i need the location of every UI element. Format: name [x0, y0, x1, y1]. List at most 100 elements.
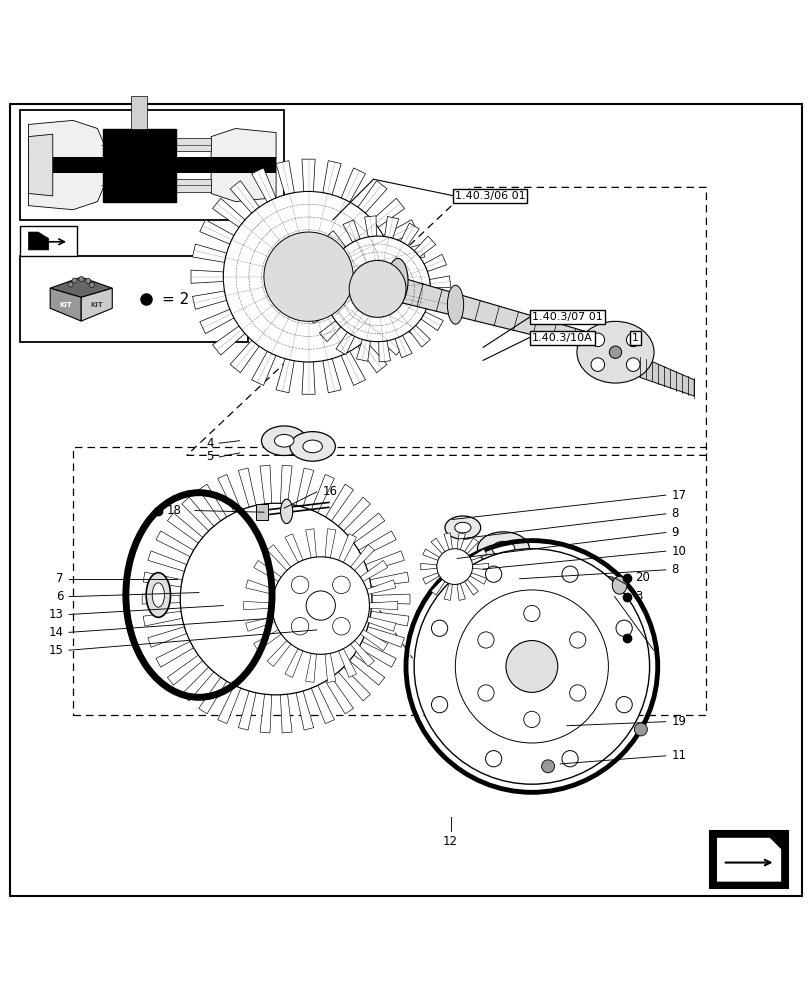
Circle shape	[272, 557, 369, 654]
Polygon shape	[267, 545, 290, 571]
Ellipse shape	[576, 321, 653, 383]
Polygon shape	[370, 611, 409, 626]
Text: 9: 9	[671, 526, 678, 539]
Polygon shape	[356, 339, 370, 361]
Ellipse shape	[274, 434, 294, 447]
Polygon shape	[323, 161, 341, 195]
Polygon shape	[143, 611, 182, 626]
Circle shape	[477, 685, 493, 701]
Polygon shape	[472, 563, 488, 570]
Polygon shape	[174, 179, 211, 192]
Text: 18: 18	[166, 504, 181, 517]
Text: 7: 7	[56, 572, 63, 585]
Polygon shape	[260, 694, 272, 733]
Circle shape	[590, 358, 604, 371]
Polygon shape	[423, 254, 446, 271]
Text: 1.40.3/10A: 1.40.3/10A	[531, 333, 592, 343]
Polygon shape	[174, 138, 211, 151]
Polygon shape	[217, 474, 241, 513]
Circle shape	[625, 358, 639, 371]
Text: KIT: KIT	[59, 302, 72, 308]
Polygon shape	[400, 223, 418, 246]
Circle shape	[569, 685, 586, 701]
Circle shape	[68, 282, 73, 287]
Polygon shape	[342, 220, 360, 242]
Polygon shape	[360, 560, 388, 581]
Ellipse shape	[477, 532, 529, 566]
Text: KIT: KIT	[90, 302, 103, 308]
Polygon shape	[365, 627, 404, 647]
Bar	[710, 831, 787, 888]
Polygon shape	[199, 484, 226, 521]
Bar	[102, 129, 175, 202]
Polygon shape	[371, 594, 410, 604]
Text: 10: 10	[671, 545, 685, 558]
Polygon shape	[358, 181, 387, 213]
Circle shape	[541, 760, 554, 773]
Polygon shape	[423, 573, 439, 584]
Polygon shape	[338, 497, 370, 531]
Circle shape	[291, 576, 308, 594]
Polygon shape	[383, 220, 417, 244]
Polygon shape	[255, 504, 268, 520]
Circle shape	[625, 333, 639, 347]
Polygon shape	[142, 594, 180, 604]
Polygon shape	[200, 220, 234, 244]
Polygon shape	[251, 351, 276, 385]
Polygon shape	[444, 584, 452, 600]
Polygon shape	[156, 531, 193, 557]
Text: 3: 3	[634, 590, 642, 603]
Polygon shape	[246, 580, 274, 594]
Circle shape	[590, 333, 604, 347]
Text: 1.40.3/06 01: 1.40.3/06 01	[454, 191, 525, 201]
Ellipse shape	[152, 583, 164, 607]
Circle shape	[72, 278, 77, 283]
Circle shape	[608, 346, 621, 358]
Text: 15: 15	[49, 644, 63, 657]
Polygon shape	[280, 465, 292, 504]
Polygon shape	[360, 630, 388, 651]
Polygon shape	[414, 236, 436, 257]
Polygon shape	[325, 677, 353, 714]
Circle shape	[333, 576, 350, 594]
Polygon shape	[319, 321, 341, 342]
Polygon shape	[191, 270, 223, 283]
Circle shape	[431, 620, 447, 636]
Polygon shape	[148, 627, 187, 647]
Circle shape	[477, 632, 493, 648]
Ellipse shape	[281, 499, 292, 524]
Polygon shape	[444, 533, 452, 550]
Ellipse shape	[388, 258, 407, 303]
Text: 20: 20	[634, 571, 649, 584]
Polygon shape	[358, 531, 396, 557]
Polygon shape	[341, 351, 365, 385]
Polygon shape	[305, 529, 316, 558]
Polygon shape	[323, 359, 341, 393]
Ellipse shape	[303, 440, 322, 453]
Text: 8: 8	[671, 507, 678, 520]
Polygon shape	[535, 568, 612, 593]
Circle shape	[306, 591, 335, 620]
Polygon shape	[427, 296, 449, 310]
Polygon shape	[143, 572, 182, 587]
Polygon shape	[199, 677, 226, 714]
Polygon shape	[370, 572, 409, 587]
Text: 17: 17	[671, 489, 685, 502]
Text: 19: 19	[671, 715, 685, 728]
Circle shape	[223, 191, 393, 362]
Polygon shape	[276, 359, 294, 393]
Polygon shape	[305, 653, 316, 682]
Ellipse shape	[454, 522, 470, 533]
Polygon shape	[267, 641, 290, 667]
Circle shape	[89, 282, 94, 287]
Text: 4: 4	[206, 437, 213, 450]
Polygon shape	[253, 560, 281, 581]
Circle shape	[523, 711, 539, 728]
Circle shape	[633, 723, 646, 736]
Bar	[131, 96, 147, 129]
Polygon shape	[324, 231, 345, 252]
Ellipse shape	[146, 573, 170, 617]
Polygon shape	[369, 601, 397, 610]
Ellipse shape	[519, 574, 532, 582]
Polygon shape	[305, 268, 327, 282]
